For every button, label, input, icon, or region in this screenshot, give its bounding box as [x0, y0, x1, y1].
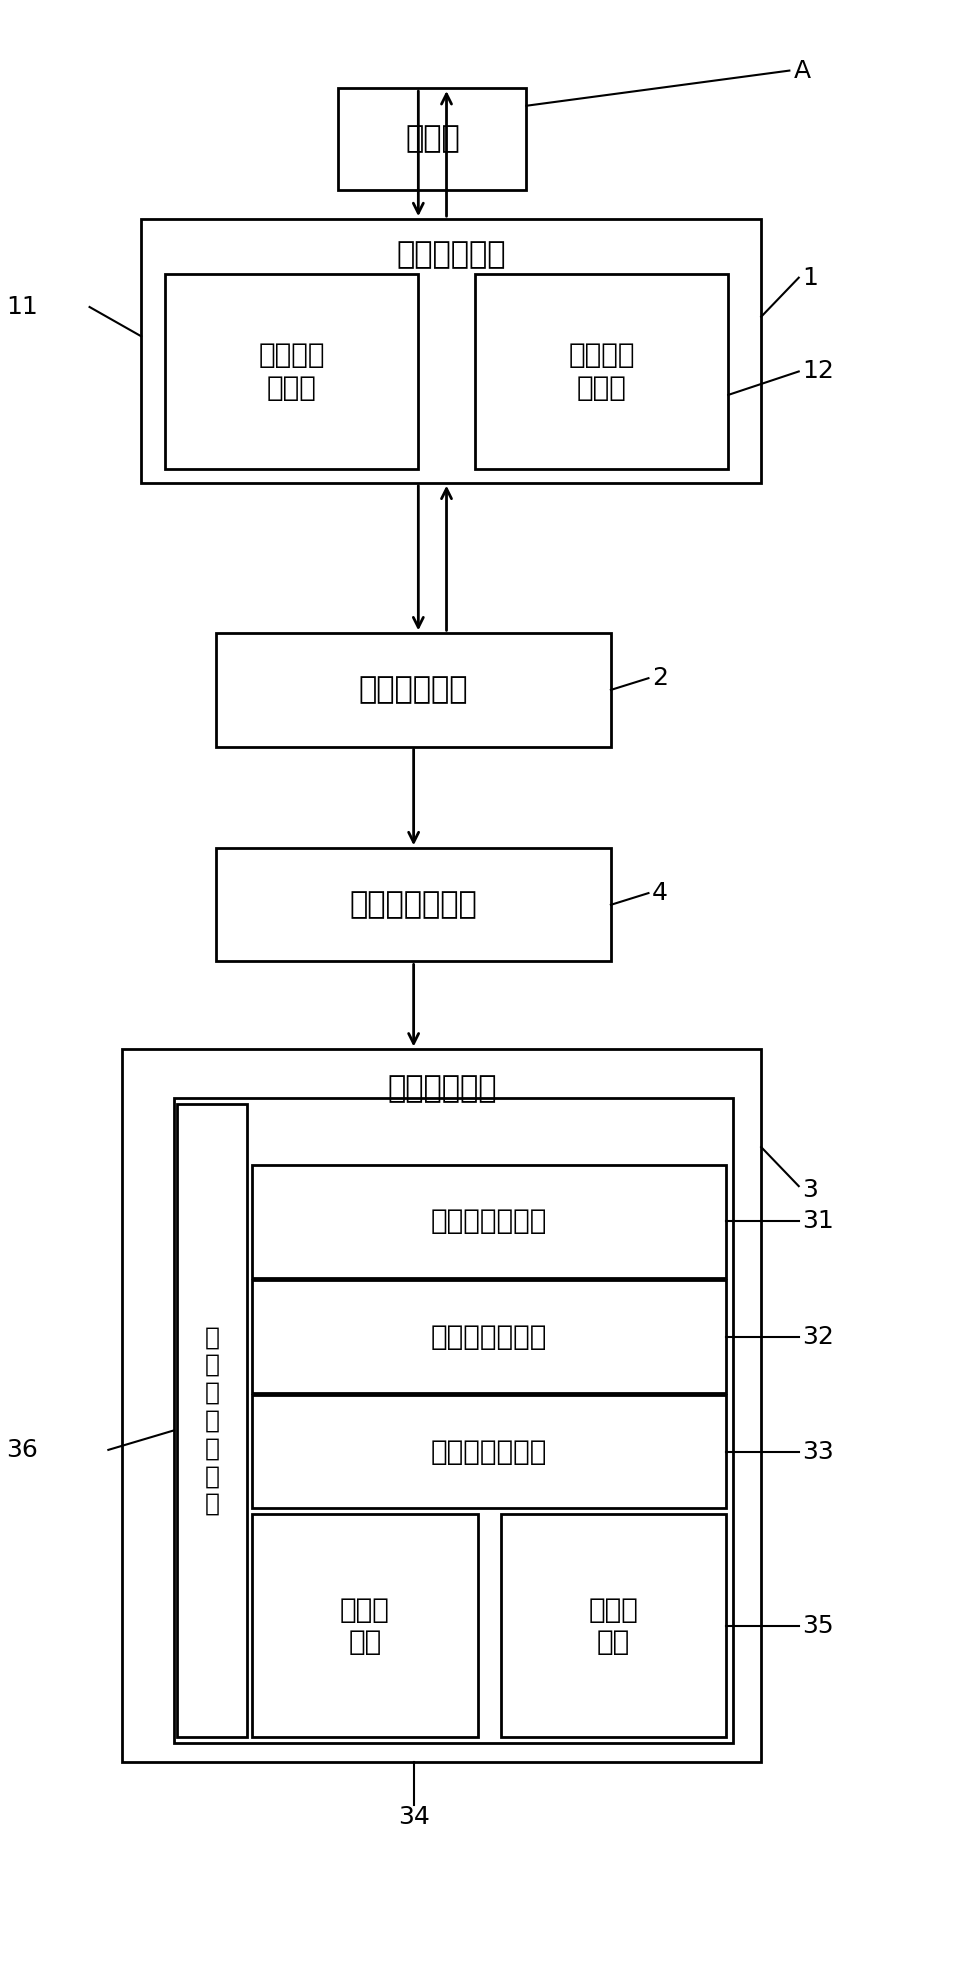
Text: 数据订阅子单元: 数据订阅子单元	[431, 1207, 547, 1236]
Bar	[122, 1050, 761, 1762]
Text: 34: 34	[398, 1805, 430, 1829]
Text: 配
置
管
理
子
单
元: 配 置 管 理 子 单 元	[205, 1324, 220, 1517]
Bar	[252, 1395, 726, 1509]
Text: A: A	[794, 59, 812, 82]
Text: 33: 33	[803, 1440, 834, 1464]
Text: 存储子
单元: 存储子 单元	[340, 1595, 390, 1656]
Bar	[177, 1105, 247, 1736]
Text: 前端传输单元: 前端传输单元	[397, 239, 506, 269]
Text: 后端处理单元: 后端处理单元	[387, 1073, 497, 1103]
Text: 前端处理单元: 前端处理单元	[359, 675, 469, 704]
Text: 显示子
单元: 显示子 单元	[589, 1595, 639, 1656]
Bar	[501, 1515, 726, 1736]
Text: 11: 11	[6, 294, 38, 320]
Text: 12: 12	[803, 359, 834, 383]
Text: 数据比对子单元: 数据比对子单元	[431, 1438, 547, 1466]
Text: 2: 2	[652, 667, 668, 691]
Text: 3: 3	[803, 1177, 818, 1203]
Text: 31: 31	[803, 1209, 834, 1234]
Bar	[252, 1515, 477, 1736]
Bar	[174, 1099, 733, 1742]
Text: 1: 1	[803, 265, 818, 290]
Bar	[252, 1165, 726, 1277]
Text: 数据分析子单元: 数据分析子单元	[431, 1322, 547, 1350]
Bar	[141, 220, 761, 483]
Text: 航天器: 航天器	[405, 124, 460, 153]
Bar	[217, 634, 610, 748]
Text: 36: 36	[6, 1438, 38, 1462]
Bar	[252, 1279, 726, 1393]
Bar	[338, 88, 527, 190]
Bar	[217, 848, 610, 961]
Text: 测控遥控
子单元: 测控遥控 子单元	[259, 341, 325, 402]
Text: 数管指令
子单元: 数管指令 子单元	[569, 341, 635, 402]
Bar	[164, 275, 418, 469]
Bar	[474, 275, 728, 469]
Text: 35: 35	[803, 1613, 834, 1638]
Text: 4: 4	[652, 881, 668, 904]
Text: 32: 32	[803, 1324, 834, 1348]
Text: 数据订阅服务器: 数据订阅服务器	[350, 891, 477, 920]
